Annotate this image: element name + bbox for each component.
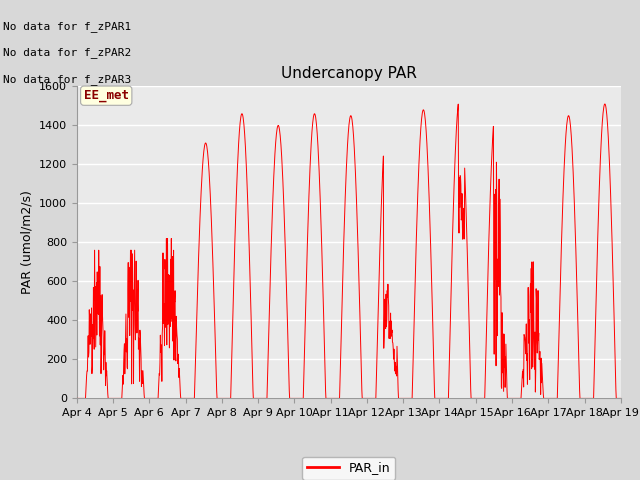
Legend: PAR_in: PAR_in	[302, 456, 396, 480]
Text: No data for f_zPAR2: No data for f_zPAR2	[3, 47, 131, 58]
Text: EE_met: EE_met	[84, 89, 129, 102]
Y-axis label: PAR (umol/m2/s): PAR (umol/m2/s)	[20, 191, 33, 294]
Text: No data for f_zPAR3: No data for f_zPAR3	[3, 73, 131, 84]
Text: No data for f_zPAR1: No data for f_zPAR1	[3, 21, 131, 32]
Title: Undercanopy PAR: Undercanopy PAR	[281, 66, 417, 81]
